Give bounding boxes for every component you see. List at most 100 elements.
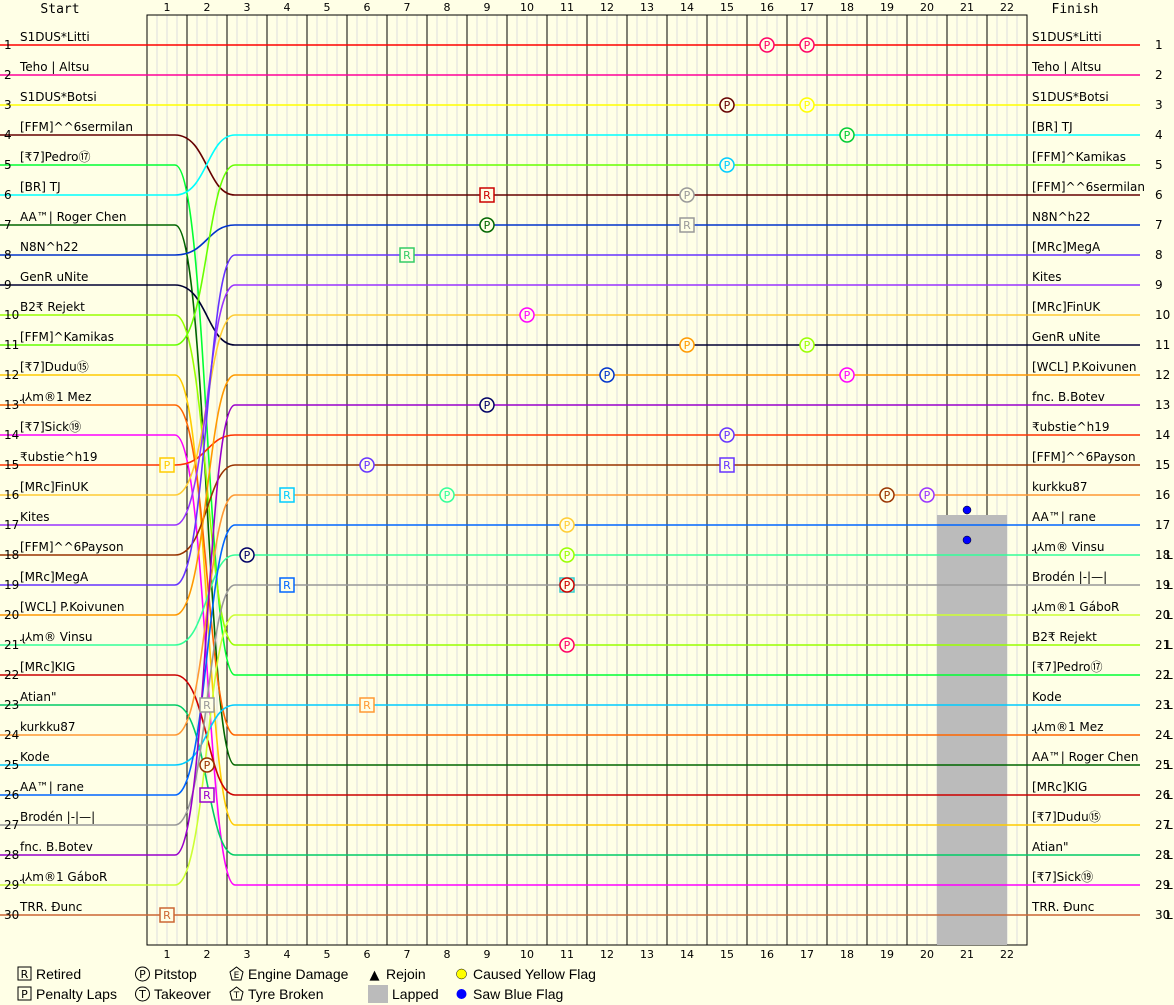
finish-driver: [₹7]Dudu⑮ [1032, 810, 1101, 824]
finish-driver: Kode [1032, 690, 1062, 704]
start-driver: TRR. Ðunc [19, 900, 82, 914]
lap-label-bottom: 14 [680, 948, 694, 961]
finish-position: 16 [1155, 488, 1170, 502]
finish-position: 18 [1155, 548, 1170, 562]
series-line [0, 284, 1140, 526]
annotations: PPPPPPRPPRRPPPPPPPPRRPPPPPPRRPPRRPRRP [159, 37, 972, 923]
marker-symbol: R [203, 789, 211, 802]
marker-circle [559, 547, 575, 563]
marker-box [279, 577, 295, 593]
start-position: 9 [4, 278, 12, 292]
series-line [0, 614, 1140, 886]
finish-driver: Brodén |-|—| [1032, 570, 1107, 584]
finish-driver: [₹7]Sick⑲ [1032, 870, 1093, 884]
plot-frame [146, 14, 1028, 946]
marker-circle [559, 637, 575, 653]
marker-circle [559, 517, 575, 533]
lap-label-top: 11 [560, 1, 574, 14]
marker-circle [359, 457, 375, 473]
start-position: 16 [4, 488, 19, 502]
marker-symbol: P [804, 339, 811, 352]
labels: 1 S1DUS*Litti 2 Teho | Altsu 3 S1DUS*Botsi 4 [F… [4, 30, 1173, 922]
finish-driver: [FFM]^Kamikas [1032, 150, 1126, 164]
lap-label-bottom: 12 [600, 948, 614, 961]
marker-circle [679, 187, 695, 203]
marker-symbol: R [163, 909, 171, 922]
start-position: 8 [4, 248, 12, 262]
lap-label-top: 18 [840, 1, 854, 14]
finish-driver: ₹ubstie^h19 [1032, 420, 1109, 434]
start-position: 30 [4, 908, 19, 922]
start-position: 13 [4, 398, 19, 412]
legend-label: Engine Damage [248, 966, 349, 982]
marker-symbol: P [924, 489, 931, 502]
start-position: 23 [4, 698, 19, 712]
lap-label-top: 17 [800, 1, 814, 14]
marker-symbol: R [283, 579, 291, 592]
marker-circle [199, 757, 215, 773]
marker-circle [519, 307, 535, 323]
finish-driver: ɻ⅄m® Vinsu [1032, 540, 1105, 554]
start-position: 12 [4, 368, 19, 382]
finish-position: 22 [1155, 668, 1170, 682]
marker-box [359, 697, 375, 713]
finish-lapped-suffix: L [1166, 908, 1173, 922]
start-position: 6 [4, 188, 12, 202]
finish-lapped-suffix: L [1166, 638, 1173, 652]
finish-position: 6 [1155, 188, 1163, 202]
series-line [0, 554, 1140, 646]
finish-position: 28 [1155, 848, 1170, 862]
marker-symbol: P [844, 369, 851, 382]
series-line [0, 704, 1140, 856]
start-position: 25 [4, 758, 19, 772]
start-position: 26 [4, 788, 19, 802]
legend-icon [456, 989, 467, 999]
lap-label-bottom: 9 [484, 948, 491, 961]
marker-circle [879, 487, 895, 503]
start-position: 10 [4, 308, 19, 322]
start-driver: [BR] TJ [20, 180, 61, 194]
legend-icon [135, 986, 150, 1002]
finish-position: 24 [1155, 728, 1170, 742]
legend-icon-symbol: P [21, 988, 28, 1001]
finish-driver: ɻ⅄m®1 GáboR [1032, 600, 1119, 614]
marker-symbol: R [483, 189, 491, 202]
finish-lapped-suffix: L [1166, 848, 1173, 862]
lap-label-top: 15 [720, 1, 734, 14]
marker-circle [479, 217, 495, 233]
start-driver: Teho | Altsu [19, 60, 89, 74]
marker-symbol: P [724, 429, 731, 442]
finish-driver: fnc. B.Botev [1032, 390, 1105, 404]
start-driver: ₹ubstie^h19 [20, 450, 97, 464]
marker-circle [239, 547, 255, 563]
start-driver: ɻ⅄m®1 Mez [20, 390, 91, 404]
marker-symbol: R [723, 459, 731, 472]
start-driver: S1DUS*Litti [20, 30, 90, 44]
start-driver: [MRc]FinUK [20, 480, 89, 494]
finish-position: 10 [1155, 308, 1170, 322]
marker-circle [919, 487, 935, 503]
finish-driver: [MRc]KIG [1032, 780, 1087, 794]
marker-box [399, 247, 415, 263]
marker-symbol: R [283, 489, 291, 502]
finish-position: 13 [1155, 398, 1170, 412]
lap-label-bottom: 3 [244, 948, 251, 961]
finish-lapped-suffix: L [1166, 758, 1173, 772]
finish-position: 27 [1155, 818, 1170, 832]
legend-icon-symbol: ▲ [370, 968, 380, 983]
series-line [0, 404, 1140, 856]
start-driver: [₹7]Pedro⑰ [20, 150, 90, 164]
finish-position: 21 [1155, 638, 1170, 652]
marker-symbol: R [363, 699, 371, 712]
start-driver: [₹7]Sick⑲ [20, 420, 81, 434]
finish-lapped-suffix: L [1166, 578, 1173, 592]
lap-label-bottom: 7 [404, 948, 411, 961]
start-position: 2 [4, 68, 12, 82]
finish-lapped-suffix: L [1166, 728, 1173, 742]
lap-label-bottom: 8 [444, 948, 451, 961]
finish-header: Finish [1052, 2, 1099, 17]
marker-circle [839, 127, 855, 143]
finish-position: 14 [1155, 428, 1170, 442]
start-position: 18 [4, 548, 19, 562]
